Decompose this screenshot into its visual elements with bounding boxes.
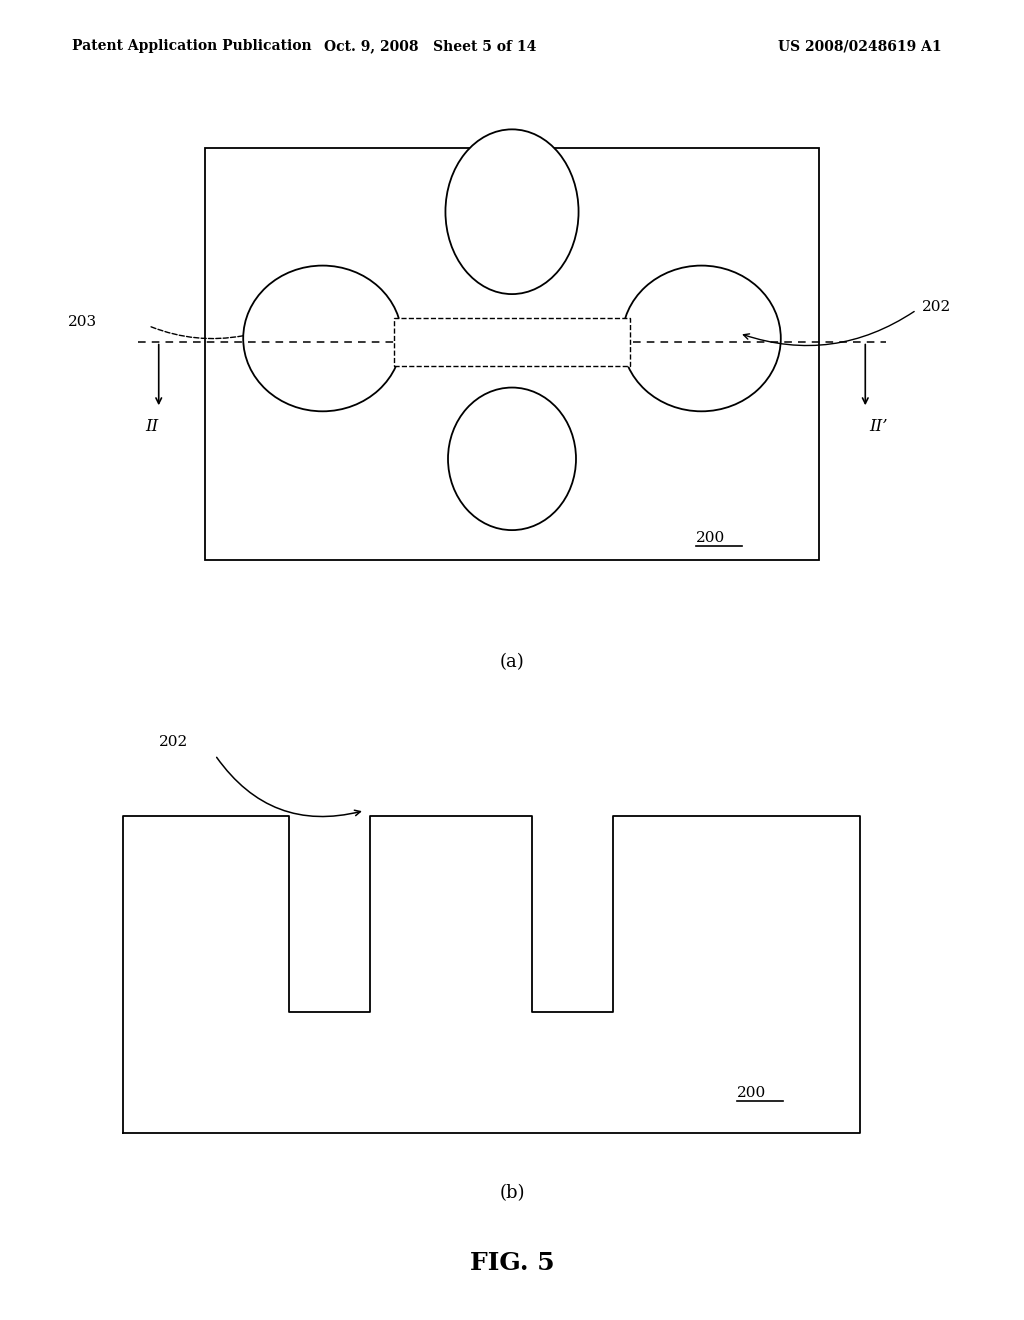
Text: II’: II’: [869, 417, 888, 434]
Text: Patent Application Publication: Patent Application Publication: [72, 40, 311, 53]
Text: II: II: [145, 417, 158, 434]
Bar: [394, 318, 630, 366]
Text: (b): (b): [500, 1184, 524, 1203]
Text: Oct. 9, 2008   Sheet 5 of 14: Oct. 9, 2008 Sheet 5 of 14: [324, 40, 537, 53]
Ellipse shape: [244, 265, 401, 412]
Text: (a): (a): [500, 652, 524, 671]
Text: 200: 200: [737, 1086, 767, 1100]
Ellipse shape: [449, 388, 575, 531]
Ellipse shape: [445, 129, 579, 294]
Text: 202: 202: [159, 735, 188, 748]
Bar: [205, 148, 819, 560]
Text: FIG. 5: FIG. 5: [470, 1251, 554, 1275]
Text: 202: 202: [922, 300, 951, 314]
Text: 200: 200: [696, 531, 726, 545]
Ellipse shape: [623, 265, 781, 412]
Text: 203: 203: [69, 315, 97, 329]
Text: US 2008/0248619 A1: US 2008/0248619 A1: [778, 40, 942, 53]
